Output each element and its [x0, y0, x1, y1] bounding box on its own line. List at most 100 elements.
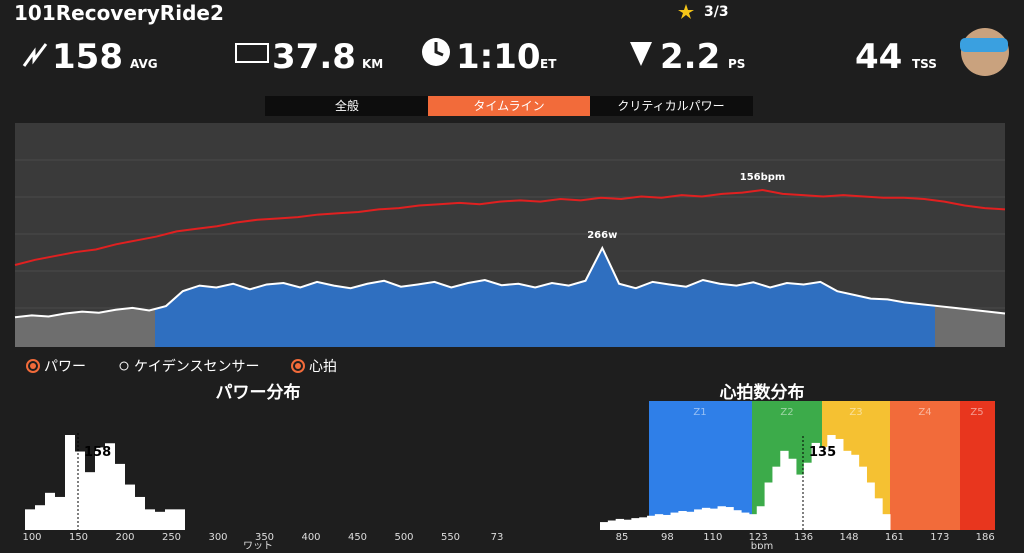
stat-unit: PS: [728, 57, 745, 71]
x-tick-label: 110: [703, 532, 722, 543]
tab[interactable]: クリティカルパワー: [617, 99, 724, 113]
hr-hist-bar: [647, 515, 656, 530]
power-hist-bar: [75, 451, 85, 530]
pizza-icon: [630, 42, 652, 66]
x-tick-label: 73: [491, 532, 504, 543]
zone-label: Z4: [918, 407, 931, 418]
hr-line: [14, 188, 1006, 266]
stat-unit: AVG: [130, 57, 158, 71]
stat-value: 158: [52, 37, 123, 77]
legend-toggle[interactable]: [26, 359, 40, 373]
x-tick-label: 500: [394, 532, 413, 543]
stat-unit: KM: [362, 57, 383, 71]
hr-hist-bar: [694, 509, 703, 530]
hr-hist-bar: [866, 482, 875, 530]
power-peak-label: 266w: [587, 230, 617, 241]
hr-hist-bar: [827, 435, 836, 530]
tab-active: [428, 96, 590, 116]
hr-hist-bar: [882, 514, 891, 530]
power-hist-bar: [55, 496, 65, 530]
legend-toggle[interactable]: [291, 359, 305, 373]
power-zone-area: [155, 248, 935, 347]
hr-hist-bar: [803, 462, 813, 530]
zone-band: [649, 401, 752, 530]
hr-hist-bar: [678, 511, 687, 530]
legend-label[interactable]: ケイデンスセンサー: [134, 358, 259, 375]
legend-dot: [30, 363, 36, 369]
hr-hist-bar: [654, 514, 664, 530]
hr-hist-bar: [795, 474, 805, 530]
hr-hist-bar: [842, 450, 852, 530]
odometer-icon: [235, 43, 269, 63]
power-hist-bar: [125, 484, 135, 530]
power-hist-bar: [95, 447, 105, 530]
tab[interactable]: 全般: [335, 98, 359, 113]
x-tick-label: 450: [348, 532, 367, 543]
legend-toggle[interactable]: [119, 361, 129, 371]
hr-hist-bar: [631, 518, 640, 530]
tab[interactable]: タイムライン: [473, 99, 544, 113]
power-hist-bar: [155, 511, 165, 530]
power-hist-bar: [45, 492, 55, 530]
power-hist-bar: [25, 509, 35, 530]
avatar-goggles: [960, 38, 1008, 52]
hr-hist-bar: [835, 438, 844, 530]
x-axis-label: bpm: [751, 541, 773, 549]
x-tick-label: 400: [301, 532, 320, 543]
x-tick-label: 136: [794, 532, 813, 543]
hr-hist-bar: [607, 520, 617, 530]
x-tick-label: 161: [885, 532, 904, 543]
hr-hist-bar: [670, 512, 679, 530]
power-line: [14, 245, 1006, 319]
stat-value: 1:10: [456, 37, 541, 77]
x-tick-label: 250: [162, 532, 181, 543]
x-tick-label: 85: [616, 532, 629, 543]
hr-hist-bar: [623, 519, 632, 530]
star-icon: [678, 4, 694, 19]
x-tick-label: 200: [115, 532, 134, 543]
avg-label: 135: [809, 445, 836, 460]
hr-dist-title: 心拍数分布: [720, 382, 805, 403]
hr-hist-bar: [639, 517, 648, 530]
hr-hist-bar: [874, 498, 883, 530]
power-hist-bar: [135, 496, 145, 530]
stat-unit: ET: [540, 57, 557, 71]
clock-hand: [434, 42, 444, 57]
hr-hist-bar: [748, 514, 758, 530]
hr-hist-bar: [686, 511, 695, 530]
stat-value: 37.8: [272, 37, 356, 77]
x-tick-label: 550: [441, 532, 460, 543]
hr-hist-bar: [811, 442, 820, 530]
zone-band: [890, 401, 960, 530]
power-hist-bar: [175, 509, 185, 530]
avg-label: 158: [84, 445, 111, 460]
power-hist-bar: [165, 509, 175, 530]
hr-hist-bar: [615, 518, 625, 530]
hr-hist-bar: [819, 446, 828, 530]
hr-hist-bar: [850, 454, 860, 530]
zone-label: Z3: [849, 407, 862, 418]
hr-hist-bar: [725, 507, 734, 530]
progress: 3/3: [704, 4, 729, 20]
zone-label: Z5: [970, 407, 983, 418]
x-tick-label: 98: [661, 532, 674, 543]
hr-hist-bar: [717, 506, 726, 530]
hr-hist-bar: [709, 508, 719, 530]
x-tick-label: 148: [839, 532, 858, 543]
legend-label[interactable]: パワー: [44, 359, 86, 375]
stat-value: 2.2: [660, 37, 720, 77]
hr-hist-bar: [858, 466, 867, 530]
hr-hist-bar: [756, 506, 766, 530]
hr-hist-bar: [733, 510, 742, 530]
power-hist-bar: [65, 435, 75, 530]
power-dist-title: パワー分布: [216, 382, 301, 403]
power-hist-bar: [145, 509, 155, 530]
ride-title: 101RecoveryRide2: [14, 1, 224, 25]
hr-hist-bar: [741, 512, 750, 530]
hr-hist-bar: [788, 458, 797, 530]
legend-label[interactable]: 心拍: [309, 359, 337, 375]
x-tick-label: 150: [69, 532, 88, 543]
x-tick-label: 123: [749, 532, 768, 543]
power-hist-bar: [105, 443, 115, 530]
